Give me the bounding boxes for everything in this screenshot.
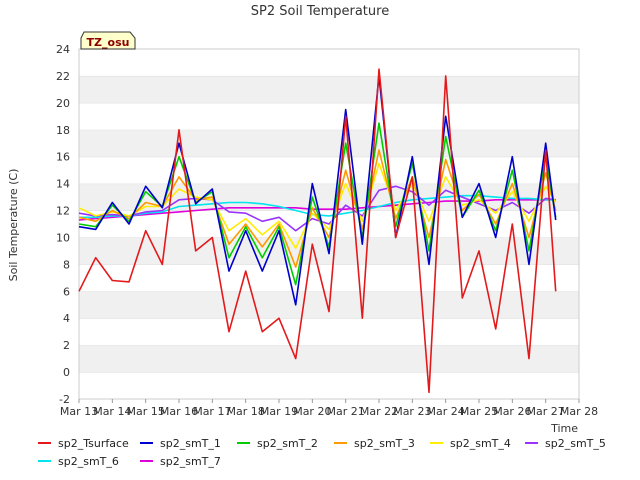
y-tick-label: 4 (63, 312, 70, 325)
y-tick-label: 20 (56, 97, 70, 110)
x-tick-label: Mar 27 (527, 405, 565, 418)
x-tick-label: Mar 25 (460, 405, 498, 418)
legend-label: sp2_Tsurface (58, 437, 129, 450)
y-tick-label: 12 (56, 205, 70, 218)
x-tick-label: Mar 19 (260, 405, 298, 418)
x-tick-label: Mar 13 (60, 405, 98, 418)
badge-label: TZ_osu (87, 36, 130, 49)
y-tick-label: 24 (56, 43, 70, 56)
tz-badge: TZ_osu (80, 31, 136, 50)
y-tick-label: 16 (56, 151, 70, 164)
grid-band (79, 318, 579, 346)
legend-label: sp2_smT_5 (545, 437, 606, 450)
x-tick-label: Mar 18 (227, 405, 265, 418)
grid-band (79, 372, 579, 399)
y-tick-label: 18 (56, 124, 70, 137)
x-tick-label: Mar 17 (193, 405, 231, 418)
grid-bands (79, 48, 579, 399)
legend-label: sp2_smT_7 (160, 455, 221, 468)
grid-band (79, 49, 579, 76)
legend-label: sp2_smT_6 (58, 455, 119, 468)
legend-label: sp2_smT_2 (257, 437, 318, 450)
x-tick-label: Mar 22 (360, 405, 398, 418)
legend-label: sp2_smT_1 (160, 437, 221, 450)
series-line-sp2_Tsurface (78, 68, 557, 394)
y-tick-label: 14 (56, 178, 70, 191)
y-tick-label: -2 (59, 393, 70, 406)
y-tick-label: 10 (56, 231, 70, 244)
grid-band (79, 156, 579, 184)
y-axis-label: Soil Temperature (C) (7, 169, 20, 282)
legend-label: sp2_smT_4 (450, 437, 511, 450)
grid-band (79, 75, 579, 103)
badge-box (80, 31, 136, 50)
y-tick-label: 0 (63, 366, 70, 379)
y-tick-label: 22 (56, 70, 70, 83)
legend: sp2_Tsurface sp2_smT_1 sp2_smT_2 sp2_smT_3 s… (38, 437, 606, 468)
y-tick-label: 6 (63, 285, 70, 298)
x-tick-label: Mar 23 (393, 405, 431, 418)
grid-band (79, 345, 579, 373)
grid-band (79, 102, 579, 130)
x-tick-label: Mar 14 (93, 405, 131, 418)
series-line-sp2_smT_1 (78, 75, 557, 306)
grid-band (79, 264, 579, 292)
x-tick-label: Mar 26 (493, 405, 531, 418)
x-tick-label: Mar 20 (293, 405, 331, 418)
legend-label: sp2_smT_3 (354, 437, 415, 450)
y-tick-label: 8 (63, 258, 70, 271)
x-axis-label: Time (550, 422, 578, 435)
chart-title: SP2 Soil Temperature (251, 4, 389, 19)
grid-band (79, 129, 579, 157)
x-tick-label: Mar 21 (327, 405, 365, 418)
x-tick-label: Mar 24 (427, 405, 465, 418)
x-tick-label: Mar 16 (160, 405, 198, 418)
x-tick-label: Mar 28 (560, 405, 598, 418)
x-tick-label: Mar 15 (127, 405, 165, 418)
series-lines (78, 68, 557, 394)
y-tick-label: 2 (63, 339, 70, 352)
